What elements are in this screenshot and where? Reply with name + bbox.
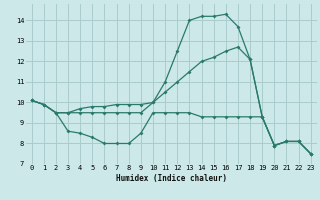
X-axis label: Humidex (Indice chaleur): Humidex (Indice chaleur)	[116, 174, 227, 183]
